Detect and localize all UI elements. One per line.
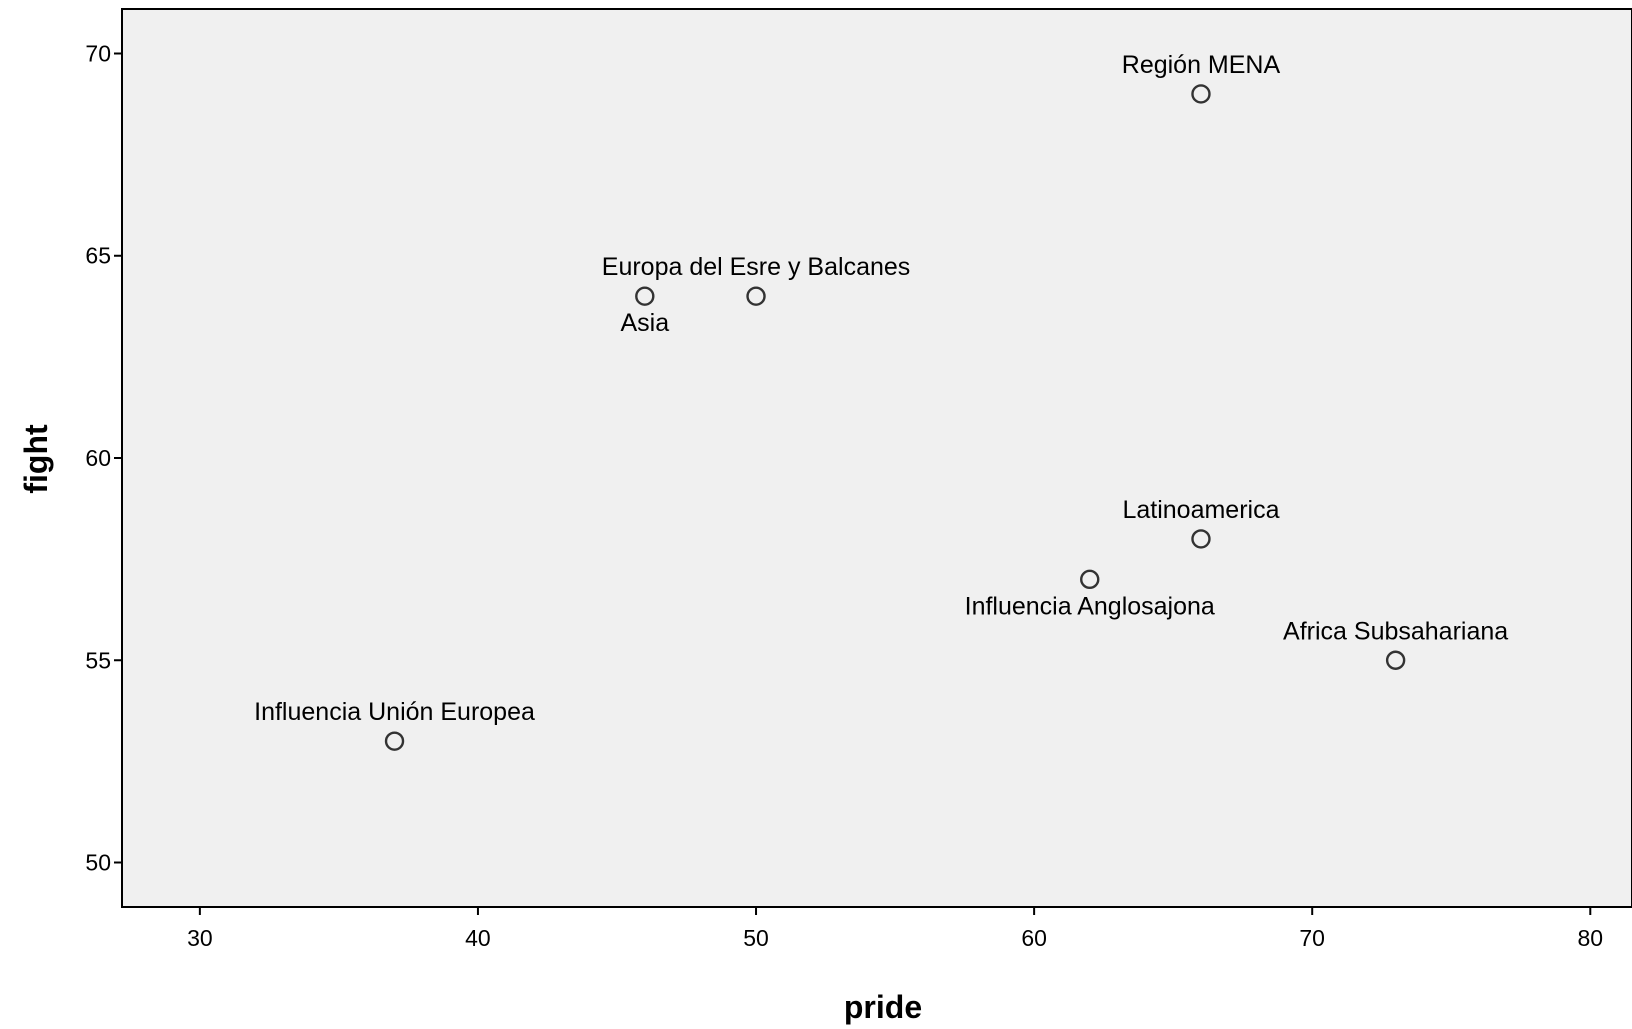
x-tick-label: 40 — [465, 925, 491, 951]
x-tick-label: 50 — [743, 925, 769, 951]
data-point — [1191, 84, 1211, 104]
x-tick-label: 30 — [187, 925, 213, 951]
x-axis: 30 40 50 60 70 80 — [187, 907, 1603, 951]
plot-area — [121, 8, 1632, 908]
data-point — [1080, 569, 1100, 590]
data-point — [746, 286, 766, 306]
data-point-label: Europa del Esre y Balcanes — [602, 253, 911, 281]
data-point-label: Asia — [620, 309, 669, 337]
data-point-label: Influencia Anglosajona — [965, 592, 1215, 620]
x-tick-label: 60 — [1021, 925, 1047, 951]
y-tick-label: 50 — [85, 850, 111, 876]
y-axis: 50 55 60 65 70 — [85, 40, 122, 876]
data-point — [384, 731, 405, 751]
data-point — [1191, 529, 1211, 549]
data-point-label: Influencia Unión Europea — [254, 698, 535, 726]
x-tick-label: 70 — [1299, 925, 1325, 951]
data-point-label: Africa Subsahariana — [1283, 617, 1508, 645]
y-tick-label: 65 — [85, 243, 111, 269]
data-point — [1385, 650, 1406, 670]
x-axis-title: pride — [844, 989, 922, 1025]
y-axis-title: fight — [18, 424, 54, 494]
data-point — [635, 286, 655, 306]
data-points: Región MENA Europa del Esre y Balcanes Asi… — [254, 51, 1508, 751]
x-tick-label: 80 — [1577, 925, 1603, 951]
y-tick-label: 70 — [85, 40, 111, 66]
y-tick-label: 60 — [85, 445, 111, 471]
y-tick-label: 55 — [85, 647, 111, 673]
data-point-label: Latinoamerica — [1122, 496, 1279, 524]
data-point-label: Región MENA — [1122, 51, 1281, 79]
